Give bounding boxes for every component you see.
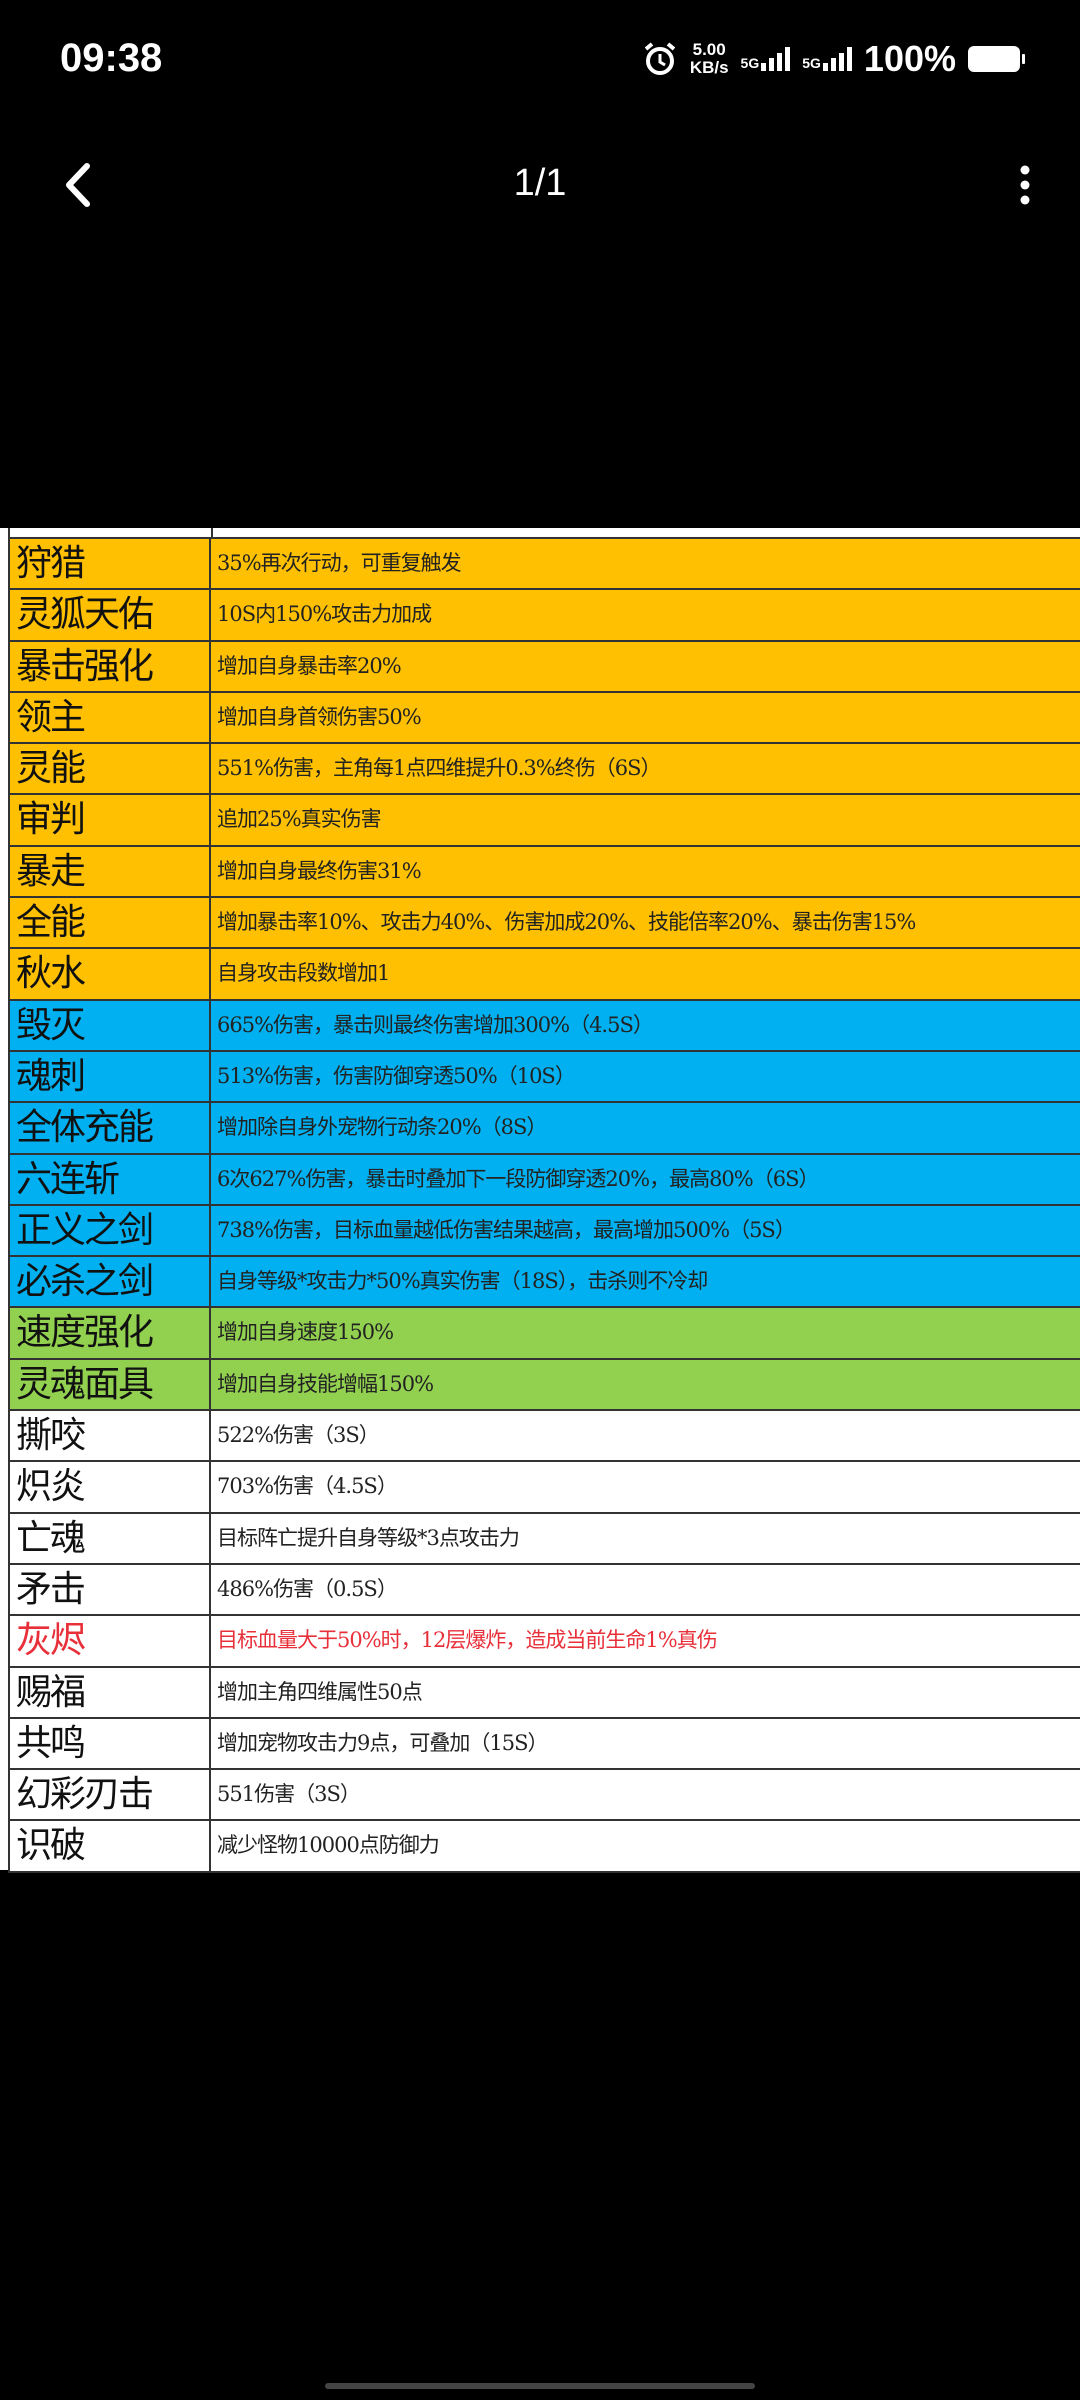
skill-description: 增加自身技能增幅150% — [217, 1371, 434, 1396]
skill-description: 486%伤害（0.5S） — [217, 1576, 398, 1601]
skill-description: 增加宠物攻击力9点，可叠加（15S） — [217, 1730, 548, 1755]
skill-description: 738%伤害，目标血量越低伤害结果越高，最高增加500%（5S） — [217, 1217, 796, 1242]
skill-name: 必杀之剑 — [10, 1257, 211, 1307]
skill-name: 炽炎 — [10, 1462, 211, 1512]
skill-name: 狩猎 — [10, 539, 211, 589]
skill-name: 灰烬 — [10, 1616, 211, 1666]
more-options-button[interactable] — [1010, 160, 1040, 210]
alarm-icon — [644, 42, 676, 75]
skill-description: 目标阵亡提升自身等级*3点攻击力 — [217, 1525, 520, 1550]
table-row: 灵狐天佑 10S内150%攻击力加成 — [8, 590, 1080, 642]
signal-1: 5G — [741, 47, 791, 71]
skill-description: 减少怪物10000点防御力 — [217, 1833, 440, 1858]
page-indicator: 1/1 — [513, 162, 567, 204]
signal-bars-icon — [761, 47, 791, 71]
skill-description: 551伤害（3S） — [217, 1782, 361, 1807]
skill-name: 正义之剑 — [10, 1205, 211, 1256]
skill-name: 全体充能 — [10, 1103, 211, 1153]
skill-description: 目标血量大于50%时，12层爆炸，造成当前生命1%真伤 — [217, 1628, 718, 1653]
status-bar: 09:38 5.00 KB/s 5G 5G 100% — [0, 0, 1080, 120]
skill-name: 暴击强化 — [10, 641, 211, 691]
skill-name: 审判 — [10, 795, 211, 845]
skill-name: 毁灭 — [10, 1000, 211, 1050]
table-row: 全体充能 增加除自身外宠物行动条20%（8S） — [8, 1103, 1080, 1155]
skill-description: 10S内150%攻击力加成 — [217, 602, 432, 627]
table-row: 识破 减少怪物10000点防御力 — [8, 1821, 1080, 1873]
table-row: 共鸣 增加宠物攻击力9点，可叠加（15S） — [8, 1718, 1080, 1771]
signal-2: 5G — [802, 47, 852, 71]
skill-name: 幻彩刃击 — [10, 1770, 211, 1820]
viewer-header: 1/1 — [0, 140, 1080, 230]
skill-description: 665%伤害，暴击则最终伤害增加300%（4.5S） — [217, 1012, 654, 1037]
table-row: 审判 追加25%真实伤害 — [8, 795, 1080, 847]
skill-name: 灵能 — [10, 744, 211, 794]
skill-description: 追加25%真实伤害 — [217, 807, 382, 832]
back-button[interactable] — [55, 160, 105, 210]
skill-name: 魂刺 — [10, 1051, 211, 1102]
battery-icon — [968, 46, 1025, 72]
table-row: 暴击强化 增加自身暴击率20% — [8, 641, 1080, 693]
spreadsheet-image[interactable]: 狩猎 35%再次行动，可重复触发 灵狐天佑 10S内150%攻击力加成 暴击强化 增加自身… — [0, 528, 1080, 1873]
skill-description: 自身等级*攻击力*50%真实伤害（18S），击杀则不冷却 — [217, 1269, 708, 1294]
table-row: 魂刺 513%伤害，伤害防御穿透50%（10S） — [8, 1051, 1080, 1104]
table-row: 撕咬 522%伤害（3S） — [8, 1411, 1080, 1463]
table-row: 全能 增加暴击率10%、攻击力40%、伤害加成20%、技能倍率20%、暴击伤害15… — [8, 898, 1080, 950]
skill-name: 亡魂 — [10, 1513, 211, 1563]
skill-description: 增加自身最终伤害31% — [217, 858, 422, 883]
table-row: 矛击 486%伤害（0.5S） — [8, 1564, 1080, 1617]
table-row: 必杀之剑 自身等级*攻击力*50%真实伤害（18S），击杀则不冷却 — [8, 1257, 1080, 1309]
skill-description: 513%伤害，伤害防御穿透50%（10S） — [217, 1063, 576, 1088]
table-row: 领主 增加自身首领伤害50% — [8, 692, 1080, 745]
table-row: 毁灭 665%伤害，暴击则最终伤害增加300%（4.5S） — [8, 1000, 1080, 1052]
battery-percent: 100% — [863, 38, 956, 79]
table-row: 亡魂 目标阵亡提升自身等级*3点攻击力 — [8, 1513, 1080, 1565]
skill-name: 撕咬 — [10, 1411, 211, 1461]
skill-name: 识破 — [10, 1821, 211, 1871]
table-row: 炽炎 703%伤害（4.5S） — [8, 1462, 1080, 1514]
skill-description: 增加自身速度150% — [217, 1320, 394, 1345]
skill-name: 赐福 — [10, 1667, 211, 1717]
table-header-row — [8, 528, 1080, 539]
skill-description: 522%伤害（3S） — [217, 1423, 380, 1448]
skill-description: 551%伤害，主角每1点四维提升0.3%终伤（6S） — [217, 756, 661, 781]
table-row: 灵能 551%伤害，主角每1点四维提升0.3%终伤（6S） — [8, 744, 1080, 796]
skill-name: 六连斩 — [10, 1154, 211, 1204]
skill-description: 35%再次行动，可重复触发 — [217, 551, 462, 575]
network-speed: 5.00 KB/s — [689, 40, 729, 77]
skill-description: 6次627%伤害，暴击时叠加下一段防御穿透20%，最高80%（6S） — [217, 1166, 819, 1191]
skill-name: 灵魂面具 — [10, 1359, 211, 1410]
skill-description: 增加除自身外宠物行动条20%（8S） — [217, 1115, 547, 1140]
table-row: 速度强化 增加自身速度150% — [8, 1308, 1080, 1360]
skill-name: 秋水 — [10, 949, 211, 999]
table-row: 六连斩 6次627%伤害，暴击时叠加下一段防御穿透20%，最高80%（6S） — [8, 1154, 1080, 1206]
skill-description: 增加主角四维属性50点 — [217, 1679, 423, 1704]
table-row: 赐福 增加主角四维属性50点 — [8, 1667, 1080, 1719]
skill-description: 增加自身暴击率20% — [217, 653, 402, 678]
home-indicator[interactable] — [325, 2383, 755, 2389]
skill-name: 全能 — [10, 898, 211, 948]
table-row: 狩猎 35%再次行动，可重复触发 — [8, 539, 1080, 591]
skill-description: 自身攻击段数增加1 — [217, 961, 390, 986]
table-row: 正义之剑 738%伤害，目标血量越低伤害结果越高，最高增加500%（5S） — [8, 1205, 1080, 1258]
table-row: 暴走 增加自身最终伤害31% — [8, 846, 1080, 899]
skill-name: 共鸣 — [10, 1718, 211, 1769]
skill-name: 领主 — [10, 692, 211, 743]
skill-description: 703%伤害（4.5S） — [217, 1474, 398, 1499]
table-row: 灵魂面具 增加自身技能增幅150% — [8, 1359, 1080, 1412]
signal-bars-icon — [822, 47, 852, 71]
table-row: 幻彩刃击 551伤害（3S） — [8, 1770, 1080, 1822]
skill-description: 增加自身首领伤害50% — [217, 704, 422, 729]
skill-name: 速度强化 — [10, 1308, 211, 1358]
skill-description: 增加暴击率10%、攻击力40%、伤害加成20%、技能倍率20%、暴击伤害15% — [217, 910, 916, 935]
skill-name: 灵狐天佑 — [10, 590, 211, 640]
clock: 09:38 — [60, 36, 163, 80]
skill-name: 暴走 — [10, 846, 211, 897]
table-row: 秋水 自身攻击段数增加1 — [8, 949, 1080, 1001]
table-row: 灰烬 目标血量大于50%时，12层爆炸，造成当前生命1%真伤 — [8, 1616, 1080, 1668]
skill-name: 矛击 — [10, 1564, 211, 1615]
